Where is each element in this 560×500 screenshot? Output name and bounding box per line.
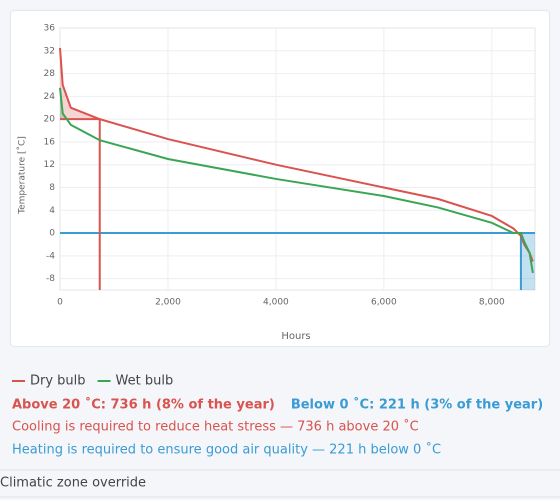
x-tick-label: 6,000 <box>371 298 397 308</box>
x-tick-label: 4,000 <box>263 298 289 308</box>
x-tick-label: 8,000 <box>479 298 505 308</box>
y-tick-label: 28 <box>44 69 56 79</box>
legend-label: Dry bulb <box>30 374 86 389</box>
legend-label: Wet bulb <box>116 374 174 389</box>
line-series <box>59 47 534 262</box>
y-tick-label: 36 <box>44 24 56 34</box>
cold-area <box>520 233 535 290</box>
y-tick-label: 32 <box>44 46 55 56</box>
y-tick-label: 4 <box>49 206 55 216</box>
x-tick-label: 0 <box>57 298 63 308</box>
plot-border <box>59 27 536 291</box>
hot-area <box>60 87 67 120</box>
y-tick-label: 8 <box>49 183 55 193</box>
x-axis-label: Hours <box>281 331 310 342</box>
annotation-text: Below 0 ˚C: 221 h (3% of the year) <box>291 397 543 413</box>
y-tick-label: -8 <box>46 274 55 284</box>
section-title[interactable]: Climatic zone override <box>0 476 146 491</box>
annotation-text: Above 20 ˚C: 736 h (8% of the year) <box>12 397 275 413</box>
line-series <box>59 87 534 274</box>
y-tick-label: 12 <box>44 160 55 170</box>
y-tick-label: -4 <box>46 251 55 261</box>
y-tick-label: 16 <box>44 137 56 147</box>
annotation-note: Heating is required to ensure good air q… <box>12 442 441 458</box>
y-tick-label: 20 <box>44 115 56 125</box>
y-tick-label: 0 <box>49 229 55 239</box>
annotation-note: Cooling is required to reduce heat stres… <box>12 419 419 435</box>
y-axis-label: Temperature [˚C] <box>17 136 28 215</box>
x-tick-label: 2,000 <box>155 298 181 308</box>
hot-area <box>60 47 100 120</box>
y-tick-label: 24 <box>44 92 56 102</box>
